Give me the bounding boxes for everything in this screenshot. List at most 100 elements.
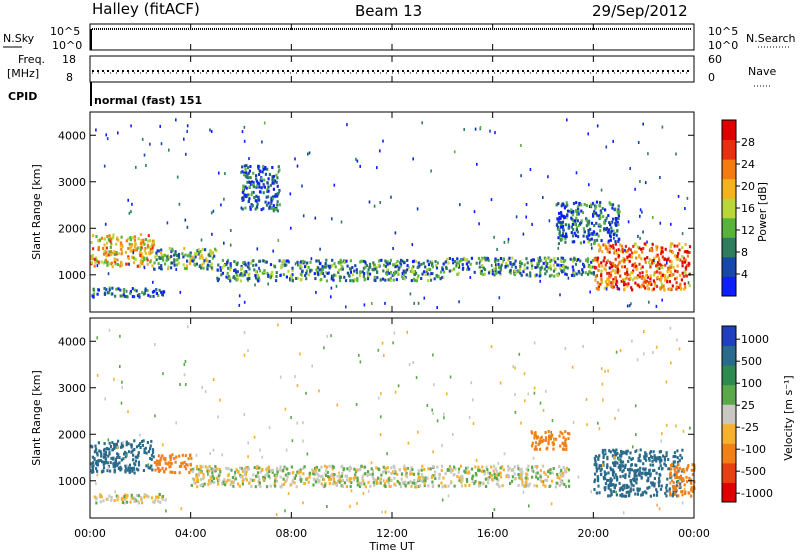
data-cell (645, 270, 648, 274)
data-cell (628, 494, 631, 498)
data-cell (601, 382, 604, 386)
data-cell (460, 484, 464, 488)
data-cell (637, 449, 639, 453)
data-cell (392, 263, 395, 267)
data-cell (180, 507, 183, 511)
data-cell (382, 269, 385, 273)
data-cell (555, 437, 558, 441)
data-cell (673, 468, 676, 472)
data-cell (307, 152, 309, 156)
data-cell (243, 193, 246, 197)
data-cell (679, 474, 682, 478)
data-cell (136, 294, 140, 298)
data-cell (417, 261, 420, 265)
data-cell (145, 451, 148, 455)
data-cell (170, 261, 174, 265)
data-cell (350, 466, 353, 470)
data-cell (653, 256, 656, 260)
data-cell (514, 366, 516, 370)
data-cell (127, 255, 130, 259)
data-cell (525, 203, 528, 206)
data-cell (685, 274, 689, 278)
data-cell (104, 259, 107, 263)
data-cell (233, 473, 236, 477)
data-cell (234, 477, 237, 481)
data-cell (324, 262, 327, 265)
data-cell (239, 466, 242, 470)
data-cell (184, 218, 187, 222)
data-cell (140, 498, 143, 502)
data-cell (544, 257, 547, 261)
data-cell (602, 398, 604, 402)
data-cell (435, 264, 438, 268)
data-cell (587, 231, 590, 235)
x-tick-label: 20:00 (577, 527, 609, 540)
velocity-data-layer (90, 323, 696, 517)
data-cell (479, 259, 482, 263)
data-cell (248, 272, 251, 276)
data-cell (385, 479, 388, 483)
data-cell (631, 278, 634, 282)
data-cell (472, 474, 475, 478)
data-cell (475, 261, 478, 265)
data-cell (594, 454, 597, 458)
data-cell (119, 264, 122, 268)
data-cell (690, 478, 693, 482)
data-cell (580, 273, 583, 277)
data-cell (286, 259, 289, 263)
data-cell (325, 474, 328, 478)
data-cell (541, 464, 544, 468)
data-cell (612, 483, 615, 487)
data-cell (334, 265, 337, 269)
data-cell (510, 265, 514, 269)
data-cell (230, 229, 232, 232)
data-cell (562, 214, 565, 218)
data-cell (91, 465, 94, 469)
data-cell (159, 456, 162, 460)
data-cell (650, 481, 653, 485)
data-cell (456, 474, 459, 478)
data-cell (315, 259, 318, 263)
data-cell (133, 471, 136, 475)
data-cell (586, 257, 589, 261)
data-cell (470, 381, 473, 385)
data-cell (634, 463, 637, 467)
data-cell (601, 207, 604, 211)
data-cell (522, 490, 525, 494)
data-cell (536, 465, 539, 468)
data-cell (612, 461, 615, 465)
data-cell (587, 223, 590, 227)
data-cell (558, 232, 561, 236)
data-cell (565, 235, 568, 239)
data-cell (244, 195, 247, 198)
data-cell (513, 472, 516, 476)
data-cell (122, 457, 125, 461)
data-cell (479, 481, 482, 485)
x-tick-label: 16:00 (477, 527, 509, 540)
data-cell (273, 473, 276, 477)
data-cell (416, 276, 419, 280)
data-cell (326, 470, 329, 474)
data-cell (413, 273, 416, 277)
data-cell (653, 484, 656, 488)
data-cell (596, 479, 600, 483)
data-cell (226, 258, 230, 262)
data-cell (630, 481, 633, 485)
cpid-value: normal (fast) 151 (94, 94, 202, 107)
data-cell (637, 283, 640, 287)
data-cell (610, 203, 613, 206)
data-cell (587, 240, 590, 244)
data-cell (686, 465, 689, 469)
data-cell (322, 484, 325, 488)
data-cell (290, 277, 293, 281)
data-cell (137, 468, 140, 472)
data-cell (363, 272, 366, 275)
data-cell (388, 478, 391, 482)
data-cell (669, 249, 672, 253)
data-cell (687, 491, 690, 495)
data-cell (257, 195, 260, 199)
data-cell (561, 471, 564, 475)
power-ylabel: Slant Range [km] (30, 164, 43, 260)
data-cell (359, 360, 362, 364)
data-cell (609, 247, 612, 250)
